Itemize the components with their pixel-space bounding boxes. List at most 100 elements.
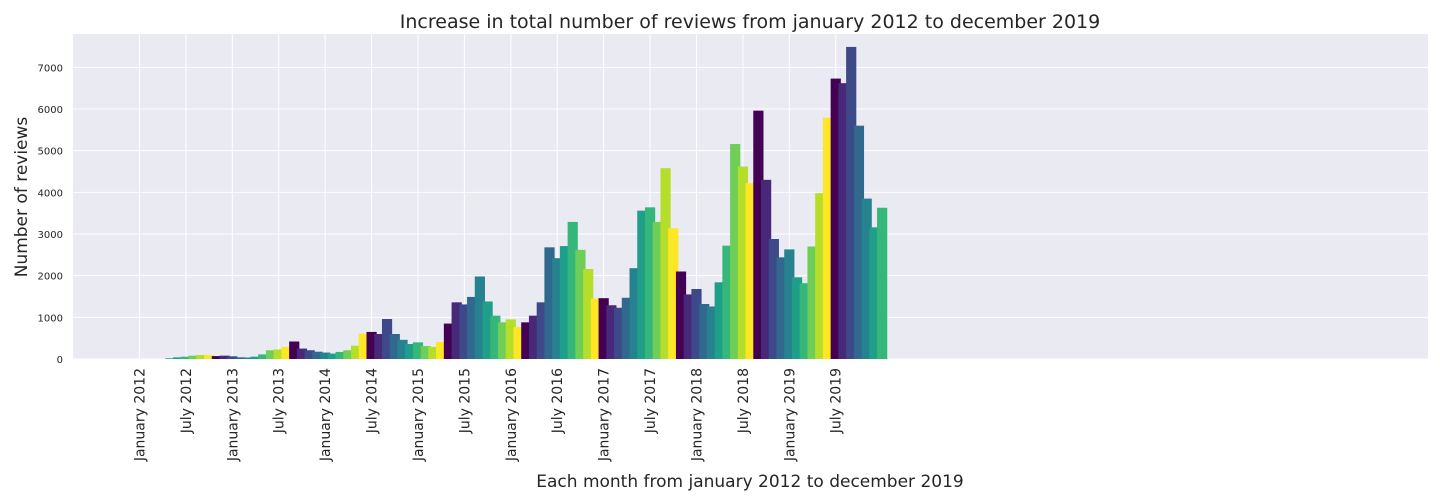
y-tick-label: 0 [57, 355, 63, 366]
y-tick-label: 7000 [38, 63, 63, 74]
bar [644, 207, 656, 359]
x-tick-label: July 2013 [272, 368, 288, 434]
x-tick-label: July 2016 [550, 368, 566, 434]
bar [683, 294, 694, 359]
bar [467, 296, 478, 359]
bar [629, 268, 640, 359]
bar [204, 355, 215, 359]
y-tick-label: 1000 [38, 313, 63, 324]
bar [675, 271, 687, 359]
bar [265, 350, 277, 359]
bar [242, 357, 253, 359]
bar [784, 249, 795, 359]
bar [505, 319, 516, 359]
bar [358, 333, 369, 359]
bars [165, 46, 888, 360]
bar [381, 319, 393, 359]
bar [598, 298, 609, 359]
bar [791, 277, 803, 359]
bar [822, 117, 834, 359]
x-tick-label: January 2014 [318, 368, 334, 462]
bar [219, 355, 230, 359]
bar [528, 315, 540, 359]
bar [737, 166, 749, 359]
bar [869, 227, 880, 359]
bar [567, 221, 578, 359]
x-tick-label: January 2017 [597, 368, 613, 462]
bar [289, 341, 300, 359]
bar [405, 344, 416, 359]
bar [877, 207, 888, 359]
bar [606, 305, 617, 359]
bar [188, 355, 199, 359]
bar [614, 307, 625, 359]
x-tick-label: January 2016 [504, 368, 520, 462]
x-tick-label: July 2017 [643, 368, 659, 434]
x-tick-label: January 2018 [689, 368, 705, 462]
bar [165, 358, 176, 359]
bar [428, 346, 439, 359]
bar [761, 179, 772, 359]
bar [807, 246, 818, 359]
bar [699, 304, 710, 359]
x-tick-label: July 2014 [365, 368, 381, 434]
bar [412, 342, 424, 359]
bar [745, 183, 756, 359]
x-tick-label: January 2012 [133, 368, 149, 462]
x-tick-label: January 2013 [225, 368, 241, 462]
bar [273, 349, 284, 359]
bar [451, 302, 462, 359]
bar [691, 289, 702, 359]
bar [420, 346, 431, 359]
bar [436, 341, 447, 359]
bar [327, 353, 338, 359]
bar [838, 83, 849, 360]
bar [575, 249, 586, 359]
bar [389, 334, 400, 359]
bar [668, 228, 679, 359]
bar [552, 258, 563, 359]
bar [637, 210, 648, 359]
bar [397, 339, 408, 359]
y-tick-label: 4000 [38, 188, 63, 199]
y-tick-label: 3000 [38, 230, 63, 241]
bar [536, 302, 547, 359]
bar [853, 125, 865, 360]
bar [482, 301, 493, 359]
bar [559, 246, 571, 359]
bar [590, 298, 602, 359]
bar [374, 334, 385, 359]
bar [281, 346, 292, 359]
bar [320, 352, 331, 359]
bar [304, 350, 315, 359]
bar [211, 356, 222, 359]
bar [714, 282, 725, 359]
bar [351, 345, 362, 359]
bar [768, 239, 779, 359]
bar [258, 354, 269, 359]
bar [180, 356, 192, 359]
bar [474, 276, 485, 359]
x-tick-label: July 2019 [829, 368, 845, 434]
bar [490, 315, 501, 359]
bar [521, 322, 532, 359]
bar [753, 110, 764, 360]
bar [815, 193, 826, 359]
y-tick-labels: 0 1000 2000 3000 4000 5000 6000 7000 [38, 63, 63, 366]
y-tick-label: 5000 [38, 147, 63, 158]
bar [722, 245, 733, 359]
bar [799, 283, 810, 359]
x-axis-label: Each month from january 2012 to december… [536, 472, 963, 492]
bar [497, 322, 509, 359]
bar [730, 144, 741, 359]
bar [234, 357, 246, 359]
bar [335, 351, 346, 359]
chart-title: Increase in total number of reviews from… [400, 11, 1100, 33]
bar [861, 198, 872, 359]
bar [513, 326, 524, 359]
x-tick-label: January 2019 [782, 368, 798, 462]
x-tick-label: July 2012 [179, 368, 195, 434]
x-tick-label: July 2018 [736, 368, 752, 434]
bar [776, 257, 787, 359]
